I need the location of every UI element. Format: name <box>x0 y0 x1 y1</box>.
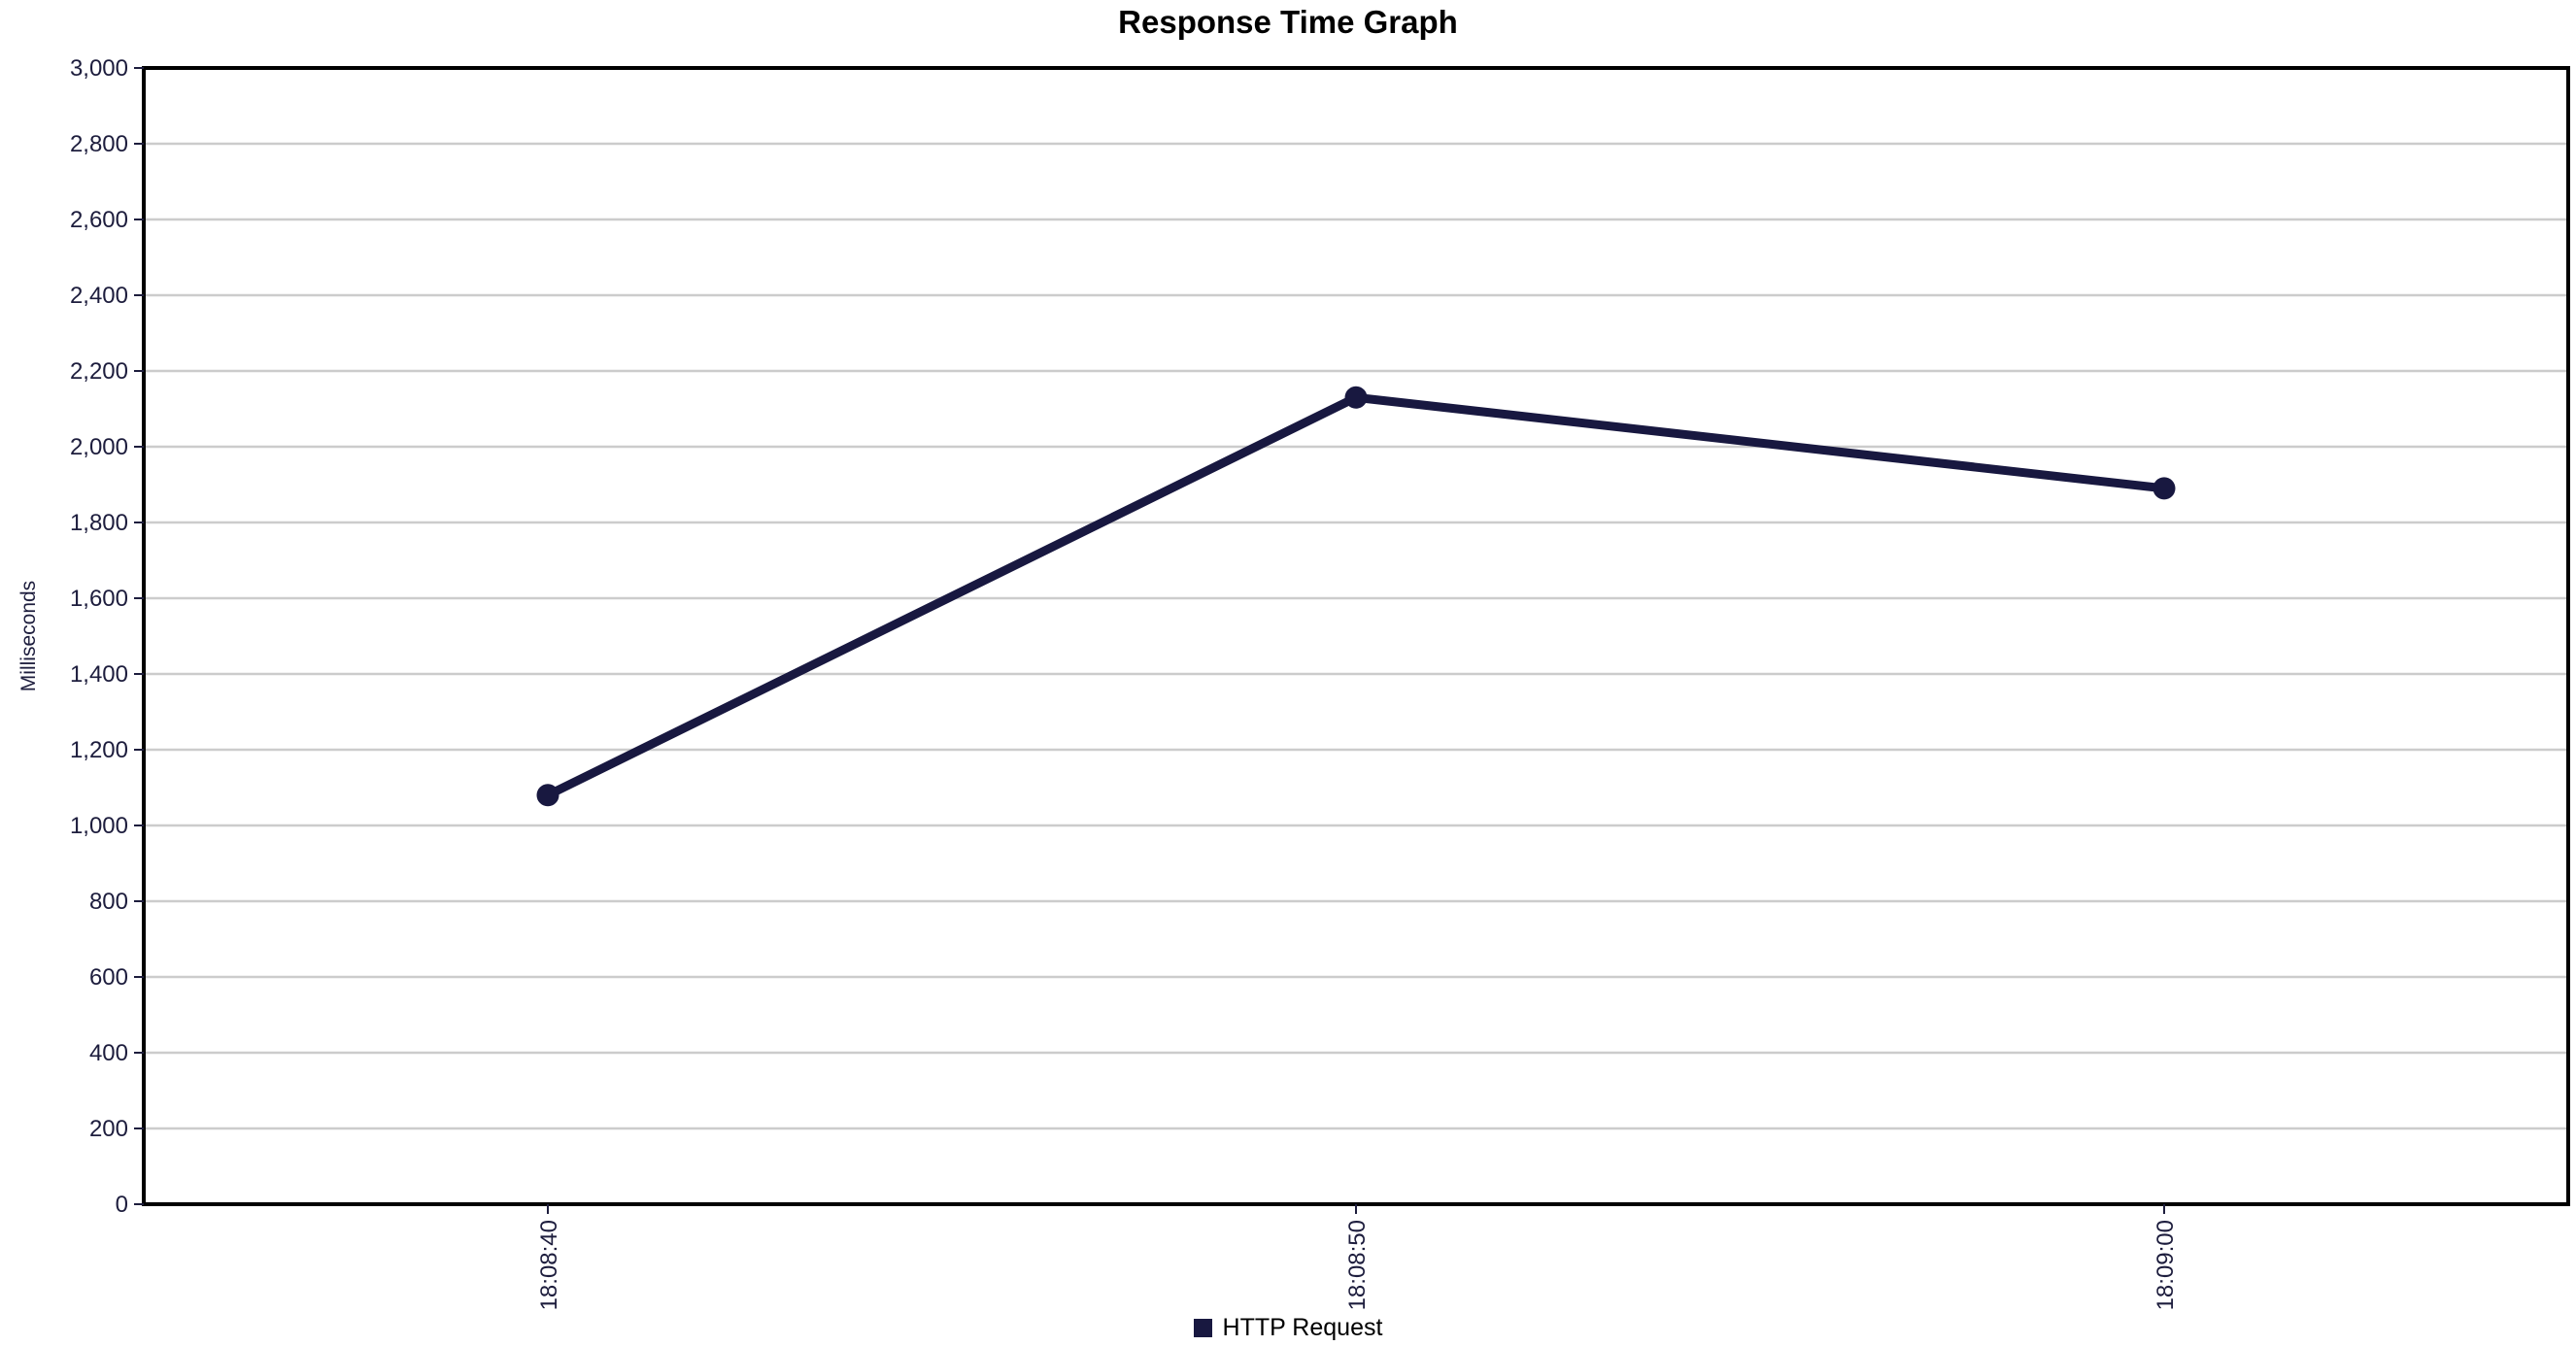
y-tick-label: 0 <box>116 1192 128 1218</box>
y-tick-label: 2,600 <box>70 207 128 233</box>
x-tick-label: 18:09:00 <box>2152 1220 2179 1310</box>
y-tick-label: 400 <box>89 1040 128 1066</box>
data-point <box>1344 386 1368 409</box>
x-tick-label: 18:08:40 <box>536 1220 562 1310</box>
y-tick-label: 1,000 <box>70 813 128 839</box>
y-tick-label: 1,800 <box>70 510 128 536</box>
data-point <box>2152 477 2176 500</box>
legend-label: HTTP Request <box>1222 1313 1383 1341</box>
legend: HTTP Request <box>0 1311 2576 1344</box>
x-tick-label: 18:08:50 <box>1344 1220 1371 1310</box>
y-tick-label: 2,200 <box>70 358 128 385</box>
legend-swatch-icon <box>1193 1318 1212 1337</box>
y-tick-label: 1,600 <box>70 586 128 612</box>
y-tick-label: 3,000 <box>70 55 128 82</box>
y-tick-label: 800 <box>89 889 128 915</box>
chart-title: Response Time Graph <box>1118 4 1458 40</box>
y-tick-label: 2,400 <box>70 283 128 309</box>
y-tick-label: 2,800 <box>70 131 128 157</box>
y-tick-label: 2,000 <box>70 434 128 460</box>
y-tick-label: 200 <box>89 1116 128 1142</box>
y-tick-label: 600 <box>89 964 128 991</box>
series-line-http-request <box>543 392 2169 800</box>
data-point <box>536 784 559 807</box>
y-tick-label: 1,200 <box>70 737 128 763</box>
y-tick-label: 1,400 <box>70 661 128 688</box>
plot-border <box>142 66 2570 1206</box>
